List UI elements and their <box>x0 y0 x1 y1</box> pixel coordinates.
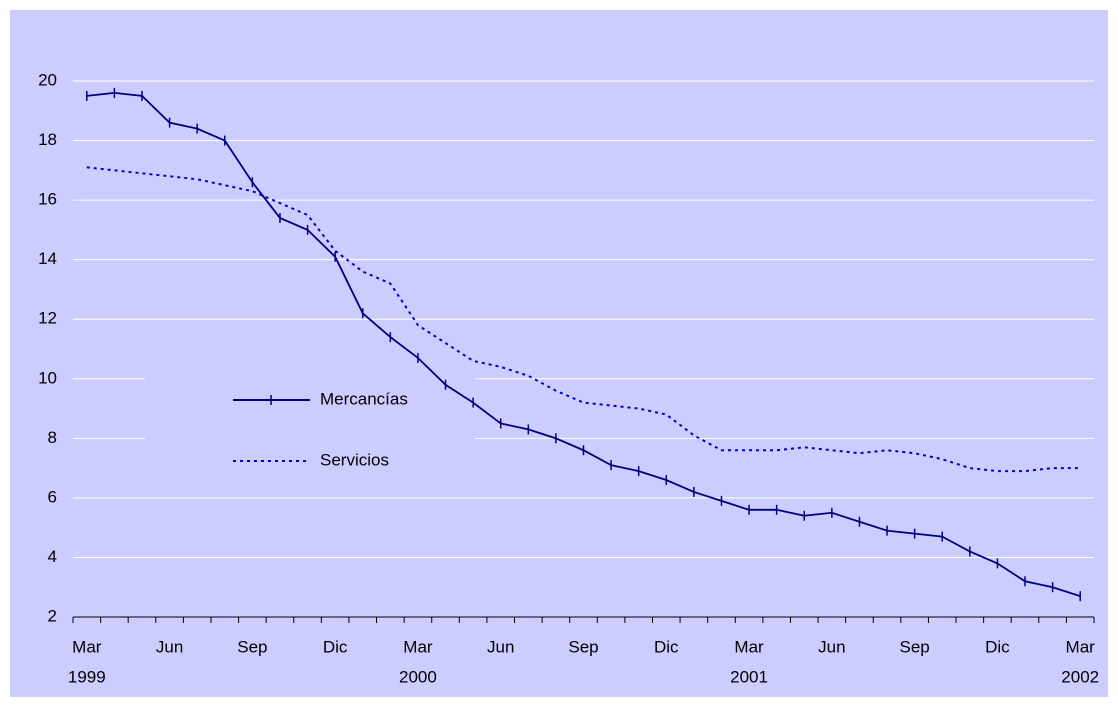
legend-label: Servicios <box>320 450 389 469</box>
x-year-label: 2000 <box>399 667 437 686</box>
x-tick-label: Sep <box>237 637 267 656</box>
y-tick-label: 14 <box>38 249 57 268</box>
y-tick-label: 16 <box>38 190 57 209</box>
x-tick-label: Mar <box>72 637 102 656</box>
x-tick-label: Mar <box>734 637 764 656</box>
legend-label: Mercancías <box>320 389 408 408</box>
y-tick-label: 20 <box>38 70 57 89</box>
x-year-label: 2002 <box>1061 667 1099 686</box>
x-tick-label: Mar <box>403 637 433 656</box>
x-year-label: 1999 <box>68 667 106 686</box>
chart-background <box>10 10 1108 697</box>
x-tick-label: Dic <box>985 637 1010 656</box>
x-tick-label: Jun <box>487 637 514 656</box>
legend-background <box>145 368 475 483</box>
x-tick-label: Mar <box>1066 637 1096 656</box>
x-tick-label: Sep <box>900 637 930 656</box>
y-tick-label: 2 <box>48 606 57 625</box>
y-tick-label: 8 <box>48 428 57 447</box>
y-tick-label: 12 <box>38 309 57 328</box>
y-tick-label: 10 <box>38 368 57 387</box>
x-tick-label: Dic <box>654 637 679 656</box>
x-tick-label: Jun <box>818 637 845 656</box>
y-tick-label: 6 <box>48 487 57 506</box>
x-tick-label: Dic <box>323 637 348 656</box>
x-year-label: 2001 <box>730 667 768 686</box>
x-tick-label: Jun <box>156 637 183 656</box>
y-tick-label: 18 <box>38 130 57 149</box>
x-tick-label: Sep <box>568 637 598 656</box>
y-tick-label: 4 <box>48 547 57 566</box>
